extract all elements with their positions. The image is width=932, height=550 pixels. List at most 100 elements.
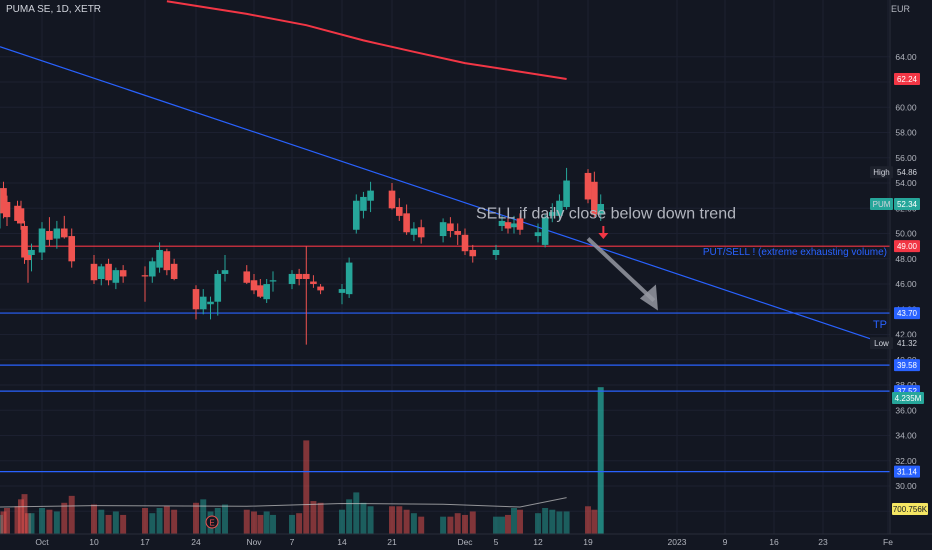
candle (410, 222, 418, 242)
candle-body (17, 208, 25, 224)
volume-bar (535, 513, 541, 534)
currency-label: EUR (890, 4, 910, 14)
time-axis-panel (0, 534, 932, 550)
candle (214, 270, 222, 316)
projection-arrow-head (639, 284, 658, 311)
price-tag-badge (870, 166, 893, 179)
time-tick-label: 19 (583, 537, 593, 547)
candle (119, 265, 127, 283)
volume-bar (149, 513, 156, 534)
candle-body (112, 270, 120, 283)
candle-body (367, 190, 374, 201)
candle (498, 215, 506, 232)
candle (352, 194, 360, 234)
candle-body (534, 232, 542, 237)
candle-body (263, 284, 270, 300)
candle-body (119, 270, 127, 277)
time-tick-label: 17 (140, 537, 150, 547)
time-tick-label: Dec (457, 537, 473, 547)
price-tick-label: 56.00 (895, 153, 917, 163)
candle (417, 219, 425, 244)
chart-title: PUMA SE, 1D, XETR (6, 4, 102, 15)
candle-body (21, 225, 28, 258)
candle-body (24, 255, 32, 261)
volume-bar (396, 506, 403, 534)
candle-body (563, 180, 570, 208)
price-tag-text: High (873, 168, 889, 177)
candle (3, 195, 11, 226)
candle (439, 218, 447, 243)
candle-body (548, 212, 556, 216)
candle (504, 218, 512, 234)
volume-bar (91, 504, 97, 534)
time-tick-label: Fe (883, 537, 893, 547)
price-label-badge (894, 240, 920, 253)
candle (163, 248, 171, 276)
volume-bar (222, 504, 228, 534)
candle-body (3, 201, 11, 218)
candle (21, 220, 28, 264)
volume-bar (410, 513, 417, 534)
volume-bar (171, 509, 178, 534)
volume-bar (403, 509, 410, 534)
candle-body (310, 281, 317, 285)
volume-bar (200, 499, 207, 534)
candle-body (504, 222, 512, 229)
candle-body (68, 236, 76, 262)
volume-bar (289, 514, 295, 534)
candle (492, 244, 500, 261)
volume-bar (112, 511, 119, 534)
price-label-badge (894, 359, 920, 372)
price-label-text: 39.58 (897, 361, 918, 370)
volume-bar (556, 511, 563, 534)
price-label-badge (894, 307, 920, 320)
volume-last-badge (892, 392, 924, 404)
candle (310, 275, 317, 288)
price-tick-label: 60.00 (895, 102, 917, 112)
price-tick-label: 38.00 (895, 380, 917, 390)
candle-body (148, 261, 156, 277)
volume-bar (469, 511, 476, 534)
volume-bar (542, 508, 549, 534)
candle (367, 181, 374, 213)
candle-body (141, 275, 149, 277)
volume-bar (243, 509, 250, 534)
volume-bar (61, 502, 68, 534)
volume-bar (68, 495, 75, 534)
candle-body (510, 223, 518, 228)
candle (591, 171, 598, 218)
candle-body (163, 251, 171, 271)
candle (454, 223, 461, 245)
moving-average-line (166, 0, 567, 80)
candle (243, 265, 251, 285)
volume-bar (549, 509, 556, 534)
candle (563, 167, 570, 210)
candle-body (288, 273, 296, 285)
price-label-badge (894, 166, 920, 179)
volume-bar (263, 511, 270, 534)
candle-body (469, 249, 477, 257)
projection-arrow-shaft (586, 237, 656, 303)
time-tick-label: 2023 (668, 537, 687, 547)
volume-avg-label: 700.756K (893, 505, 928, 514)
candle (469, 244, 477, 263)
candle-body (53, 228, 61, 239)
candle (288, 270, 296, 290)
time-tick-label: 7 (290, 537, 295, 547)
candle-body (170, 263, 178, 279)
candle-body (46, 231, 53, 240)
candle-body (345, 262, 353, 295)
candle-body (105, 263, 112, 281)
price-label-text: 41.32 (897, 339, 918, 348)
candle (68, 228, 76, 268)
tp-annotation: TP (873, 319, 887, 331)
volume-bar (591, 509, 598, 534)
candle-body (360, 196, 367, 211)
volume-bar (0, 511, 7, 534)
price-label-badge (894, 337, 920, 350)
volume-bar (346, 499, 353, 534)
down-trendline (0, 46, 889, 346)
candle (345, 257, 353, 298)
time-tick-label: 9 (723, 537, 728, 547)
